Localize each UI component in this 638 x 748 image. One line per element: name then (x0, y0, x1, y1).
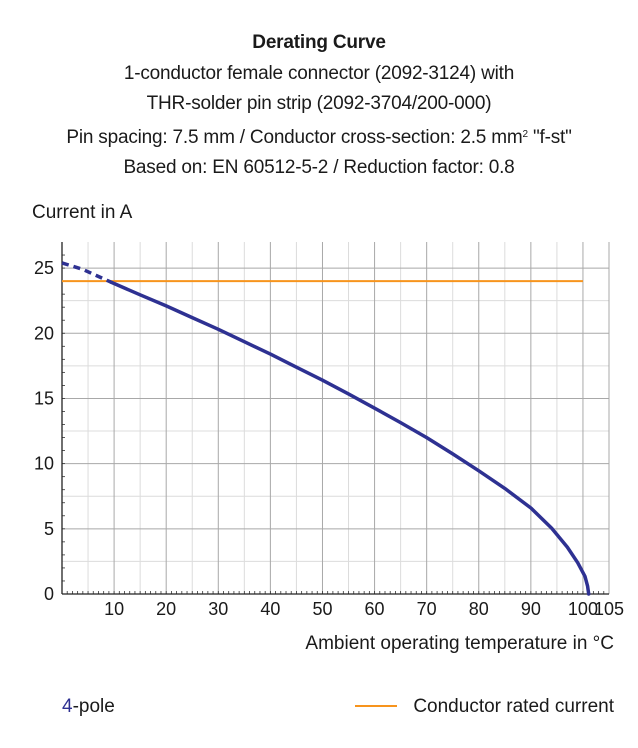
legend-rated-label: Conductor rated current (413, 696, 614, 717)
legend-series-4-pole: 4-pole (62, 696, 115, 718)
x-tick-label: 10 (104, 599, 124, 619)
chart-subtitle-4: Based on: EN 60512-5-2 / Reduction facto… (123, 157, 515, 178)
legend-orange-swatch (355, 704, 398, 708)
x-tick-label: 40 (260, 599, 280, 619)
chart-subtitle-1: 1-conductor female connector (2092-3124)… (123, 62, 515, 84)
y-tick-label: 0 (44, 584, 54, 604)
chart-subtitle-3-text: Pin spacing: 7.5 mm / Conductor cross-se… (66, 126, 523, 148)
x-axis-label: Ambient operating temperature in °C (305, 633, 614, 654)
derating-curve-4-pole (109, 280, 591, 596)
x-tick-label: 20 (156, 599, 176, 619)
x-tick-label: 100 (568, 599, 598, 619)
y-tick-label: 15 (34, 388, 54, 408)
x-tick-label: 50 (312, 599, 332, 619)
x-tick-label: 60 (365, 599, 385, 619)
chart-subtitle-3: Pin spacing: 7.5 mm / Conductor cross-se… (0, 120, 638, 154)
y-tick-label: 5 (44, 519, 54, 539)
chart-titles: Derating Curve 1-conductor female connec… (0, 28, 638, 184)
x-tick-label: 80 (469, 599, 489, 619)
legend-conductor-rated-current: Conductor rated current (355, 696, 614, 718)
y-tick-label: 20 (34, 323, 54, 343)
y-axis-label: Current in A (32, 202, 133, 223)
x-tick-label: 70 (417, 599, 437, 619)
derating-curve-4-pole-dashed (61, 261, 113, 284)
x-tick-label: 30 (208, 599, 228, 619)
y-tick-label: 10 (34, 454, 54, 474)
legend-series-label: -pole (72, 696, 115, 717)
y-tick-label: 25 (34, 258, 54, 278)
x-tick-label: 105 (594, 599, 624, 619)
legend-series-number: 4 (62, 696, 73, 717)
chart-title: Derating Curve (252, 32, 386, 53)
chart-subtitle-2: THR-solder pin strip (2092-3704/200-000) (146, 93, 492, 114)
chart-subtitle-3-suffix: "f-st" (527, 126, 572, 148)
chart-subtitle-3-superscript: 2 (522, 128, 529, 140)
x-tick-label: 90 (521, 599, 541, 619)
